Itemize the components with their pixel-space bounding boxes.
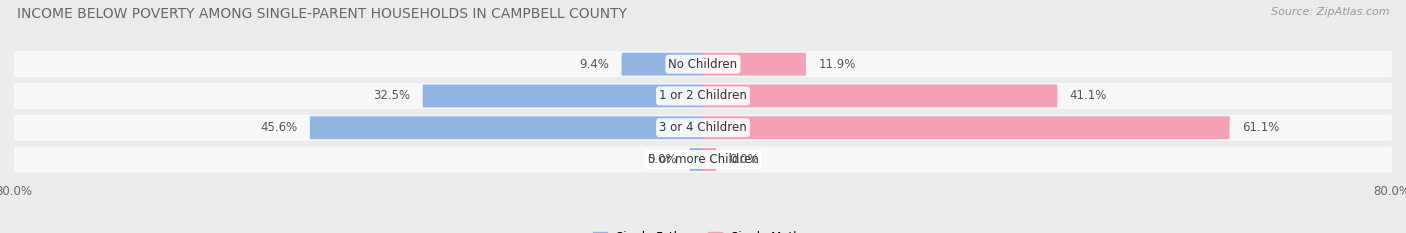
- Text: 5 or more Children: 5 or more Children: [648, 153, 758, 166]
- Text: 41.1%: 41.1%: [1070, 89, 1108, 103]
- FancyBboxPatch shape: [423, 85, 703, 107]
- FancyBboxPatch shape: [703, 116, 1230, 139]
- Text: 32.5%: 32.5%: [373, 89, 411, 103]
- Text: 3 or 4 Children: 3 or 4 Children: [659, 121, 747, 134]
- FancyBboxPatch shape: [309, 116, 703, 139]
- Text: 11.9%: 11.9%: [818, 58, 856, 71]
- Text: 0.0%: 0.0%: [648, 153, 678, 166]
- FancyBboxPatch shape: [14, 147, 1392, 172]
- FancyBboxPatch shape: [703, 148, 716, 171]
- FancyBboxPatch shape: [690, 148, 703, 171]
- Text: 0.0%: 0.0%: [728, 153, 758, 166]
- Text: INCOME BELOW POVERTY AMONG SINGLE-PARENT HOUSEHOLDS IN CAMPBELL COUNTY: INCOME BELOW POVERTY AMONG SINGLE-PARENT…: [17, 7, 627, 21]
- FancyBboxPatch shape: [14, 115, 1392, 141]
- FancyBboxPatch shape: [14, 83, 1392, 109]
- FancyBboxPatch shape: [621, 53, 703, 76]
- FancyBboxPatch shape: [703, 85, 1057, 107]
- Text: 61.1%: 61.1%: [1241, 121, 1279, 134]
- FancyBboxPatch shape: [14, 51, 1392, 77]
- Legend: Single Father, Single Mother: Single Father, Single Mother: [588, 226, 818, 233]
- Text: No Children: No Children: [668, 58, 738, 71]
- Text: Source: ZipAtlas.com: Source: ZipAtlas.com: [1271, 7, 1389, 17]
- FancyBboxPatch shape: [703, 53, 806, 76]
- Text: 45.6%: 45.6%: [260, 121, 298, 134]
- Text: 1 or 2 Children: 1 or 2 Children: [659, 89, 747, 103]
- Text: 9.4%: 9.4%: [579, 58, 609, 71]
